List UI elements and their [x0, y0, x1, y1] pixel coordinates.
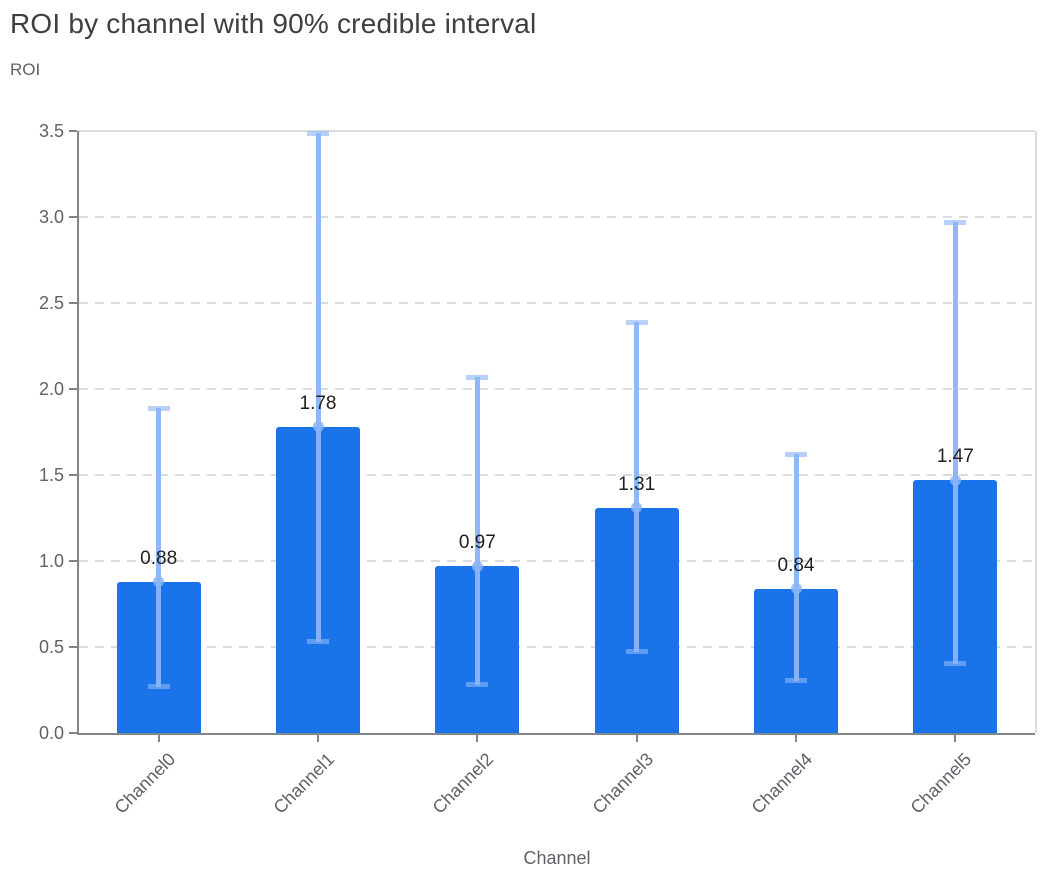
- error-bar-cap-top: [466, 374, 489, 380]
- mean-marker: [949, 474, 961, 486]
- y-tick: [69, 302, 77, 304]
- mean-marker: [631, 502, 643, 514]
- error-bar-cap-top: [944, 220, 967, 226]
- bar-value-label: 0.84: [777, 554, 815, 576]
- y-axis-title: ROI: [10, 60, 41, 79]
- error-bar-cap-top: [785, 452, 807, 458]
- x-tick-label: Channel0: [110, 749, 179, 818]
- plot-area: 0.88 1.78 0.97 1.31 0.84 1.47: [79, 130, 1037, 733]
- gridline: [79, 560, 1035, 562]
- error-bar-cap-top: [307, 130, 329, 136]
- error-bar-cap-bottom: [785, 678, 807, 684]
- y-tick: [69, 560, 77, 562]
- bar-value-label: 1.78: [299, 392, 337, 414]
- error-bar-cap-bottom: [944, 661, 967, 667]
- x-tick: [317, 735, 319, 742]
- x-tick-label: Channel2: [428, 749, 498, 818]
- chart-title: ROI by channel with 90% credible interva…: [10, 8, 537, 39]
- y-tick-label: 1.5: [38, 465, 64, 485]
- x-tick: [476, 735, 479, 742]
- mean-marker: [153, 576, 165, 588]
- bar-value-label: 1.31: [618, 473, 656, 495]
- x-tick-label: Channel4: [747, 749, 817, 818]
- x-tick-label: Channel5: [906, 749, 976, 818]
- y-tick-label: 1.0: [38, 551, 64, 571]
- gridline: [79, 130, 1035, 132]
- error-bar-stem: [474, 376, 480, 685]
- y-tick-label: 3.5: [38, 121, 64, 141]
- y-tick: [69, 216, 77, 218]
- y-axis-line: [77, 131, 79, 735]
- bar-value-label: 0.97: [458, 532, 496, 554]
- y-tick: [69, 130, 77, 132]
- mean-marker: [790, 583, 802, 595]
- x-tick: [954, 735, 957, 742]
- error-bar-cap-bottom: [625, 649, 648, 655]
- y-tick: [69, 646, 77, 648]
- x-tick-label: Channel3: [588, 749, 657, 818]
- error-bar-cap-top: [625, 319, 648, 325]
- error-bar-stem: [793, 454, 799, 682]
- y-tick-label: 2.0: [38, 379, 64, 399]
- mean-marker: [312, 421, 324, 433]
- error-bar-stem: [315, 132, 321, 642]
- error-bar-stem: [952, 222, 958, 665]
- mean-marker: [471, 560, 483, 572]
- gridline: [79, 474, 1035, 476]
- error-bar-cap-bottom: [307, 638, 329, 644]
- x-axis-line: [77, 733, 1035, 735]
- bar-value-label: 0.88: [140, 547, 178, 569]
- y-tick: [69, 474, 77, 476]
- error-bar-stem: [156, 407, 162, 687]
- error-bar-cap-top: [147, 405, 170, 411]
- y-tick-label: 0.5: [38, 637, 64, 657]
- gridline: [79, 302, 1035, 304]
- y-tick-label: 0.0: [38, 723, 64, 743]
- y-tick-label: 2.5: [38, 293, 64, 313]
- error-bar-stem: [634, 321, 640, 653]
- x-tick: [635, 735, 638, 742]
- x-tick: [157, 735, 160, 742]
- x-tick: [795, 735, 797, 742]
- gridline: [79, 388, 1035, 390]
- error-bar-cap-bottom: [466, 681, 489, 687]
- gridline: [79, 216, 1035, 218]
- bar-value-label: 1.47: [936, 446, 974, 468]
- y-tick: [69, 388, 77, 390]
- gridline: [79, 646, 1035, 648]
- y-tick: [69, 732, 77, 734]
- x-tick-label: Channel1: [269, 749, 339, 818]
- error-bar-cap-bottom: [147, 683, 170, 689]
- y-tick-label: 3.0: [38, 207, 64, 227]
- x-axis-title: Channel: [523, 848, 591, 868]
